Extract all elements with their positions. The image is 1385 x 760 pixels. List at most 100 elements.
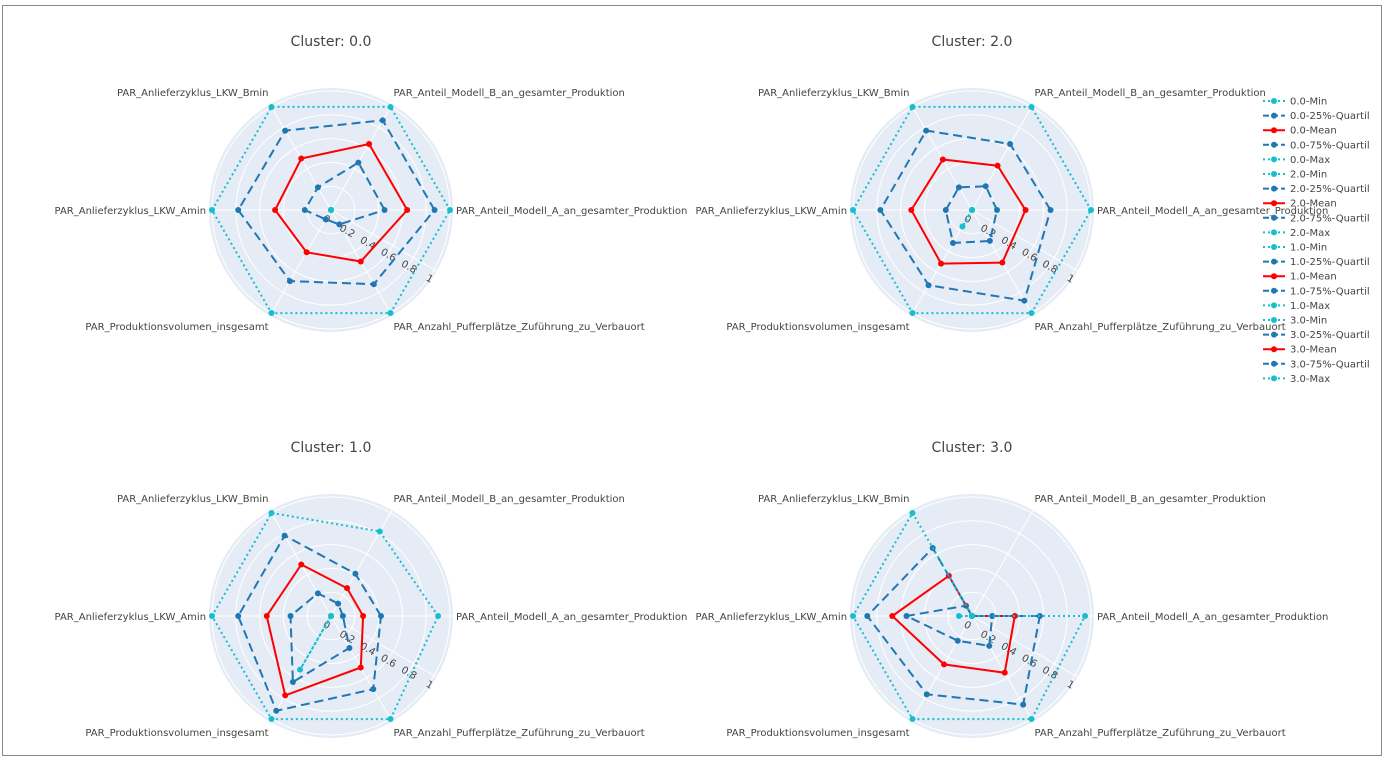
legend-item[interactable]: 2.0-Min xyxy=(1263,170,1327,181)
data-point[interactable] xyxy=(942,207,949,213)
data-point[interactable] xyxy=(1022,207,1029,213)
data-point[interactable] xyxy=(303,249,310,256)
legend-item[interactable]: 1.0-Mean xyxy=(1263,272,1337,283)
data-point[interactable] xyxy=(1028,103,1035,110)
data-point[interactable] xyxy=(370,686,377,693)
data-point[interactable] xyxy=(986,642,993,649)
data-point[interactable] xyxy=(994,162,1001,169)
data-point[interactable] xyxy=(355,159,362,166)
legend-item[interactable]: 2.0-Max xyxy=(1263,228,1330,239)
data-point[interactable] xyxy=(263,613,270,619)
data-point[interactable] xyxy=(850,207,856,213)
data-point[interactable] xyxy=(1082,613,1089,619)
data-point[interactable] xyxy=(282,127,289,134)
legend-item[interactable]: 0.0-25%-Quartil xyxy=(1263,111,1370,122)
data-point[interactable] xyxy=(273,707,280,714)
data-point[interactable] xyxy=(370,281,377,288)
data-point[interactable] xyxy=(954,637,961,644)
data-point[interactable] xyxy=(281,532,288,539)
data-point[interactable] xyxy=(877,207,884,213)
data-point[interactable] xyxy=(209,207,215,213)
data-point[interactable] xyxy=(959,223,966,230)
data-point[interactable] xyxy=(1028,716,1035,723)
data-point[interactable] xyxy=(1088,207,1094,213)
data-point[interactable] xyxy=(297,666,304,673)
data-point[interactable] xyxy=(289,678,296,685)
data-point[interactable] xyxy=(864,613,871,619)
data-point[interactable] xyxy=(268,310,275,317)
data-point[interactable] xyxy=(328,207,334,213)
data-point[interactable] xyxy=(955,613,962,619)
data-point[interactable] xyxy=(404,207,411,213)
data-point[interactable] xyxy=(1020,701,1027,708)
data-point[interactable] xyxy=(301,207,308,213)
data-point[interactable] xyxy=(387,103,394,110)
data-point[interactable] xyxy=(272,207,279,213)
data-point[interactable] xyxy=(949,239,956,246)
legend-item[interactable]: 3.0-25%-Quartil xyxy=(1263,330,1370,341)
legend-item[interactable]: 3.0-75%-Quartil xyxy=(1263,359,1370,370)
data-point[interactable] xyxy=(903,613,910,619)
data-point[interactable] xyxy=(982,183,989,190)
data-point[interactable] xyxy=(298,561,305,568)
data-point[interactable] xyxy=(1007,141,1014,148)
legend-item[interactable]: 1.0-Min xyxy=(1263,243,1327,254)
data-point[interactable] xyxy=(387,716,394,723)
data-point[interactable] xyxy=(387,310,394,317)
data-point[interactable] xyxy=(314,184,321,191)
legend-item[interactable]: 3.0-Mean xyxy=(1263,345,1337,356)
data-point[interactable] xyxy=(376,528,383,535)
data-point[interactable] xyxy=(986,237,993,244)
legend-item[interactable]: 1.0-25%-Quartil xyxy=(1263,257,1370,268)
data-point[interactable] xyxy=(357,258,364,265)
data-point[interactable] xyxy=(435,613,442,619)
legend-item[interactable]: 0.0-Min xyxy=(1263,97,1327,108)
data-point[interactable] xyxy=(941,661,948,668)
data-point[interactable] xyxy=(352,570,359,577)
data-point[interactable] xyxy=(298,155,305,162)
data-point[interactable] xyxy=(268,103,275,110)
data-point[interactable] xyxy=(282,692,289,699)
data-point[interactable] xyxy=(939,156,946,163)
data-point[interactable] xyxy=(938,260,945,267)
legend-item[interactable]: 0.0-Mean xyxy=(1263,126,1337,137)
data-point[interactable] xyxy=(314,590,321,597)
data-point[interactable] xyxy=(322,216,329,223)
data-point[interactable] xyxy=(999,259,1006,266)
data-point[interactable] xyxy=(346,644,353,651)
data-point[interactable] xyxy=(955,184,962,191)
data-point[interactable] xyxy=(235,207,242,213)
data-point[interactable] xyxy=(377,613,384,619)
legend-item[interactable]: 0.0-Max xyxy=(1263,155,1330,166)
legend-item[interactable]: 0.0-75%-Quartil xyxy=(1263,140,1370,151)
legend-item[interactable]: 2.0-Mean xyxy=(1263,199,1337,210)
data-point[interactable] xyxy=(908,207,915,213)
data-point[interactable] xyxy=(889,613,896,619)
data-point[interactable] xyxy=(268,509,275,516)
data-point[interactable] xyxy=(235,613,242,619)
data-point[interactable] xyxy=(286,278,293,285)
legend-item[interactable]: 1.0-Max xyxy=(1263,301,1330,312)
data-point[interactable] xyxy=(357,664,364,671)
data-point[interactable] xyxy=(1028,310,1035,317)
data-point[interactable] xyxy=(379,117,386,124)
data-point[interactable] xyxy=(381,207,388,213)
data-point[interactable] xyxy=(268,716,275,723)
data-point[interactable] xyxy=(909,509,916,516)
data-point[interactable] xyxy=(339,613,346,619)
data-point[interactable] xyxy=(923,127,930,134)
data-point[interactable] xyxy=(447,207,453,213)
data-point[interactable] xyxy=(969,613,975,619)
data-point[interactable] xyxy=(925,282,932,289)
data-point[interactable] xyxy=(969,207,975,213)
legend-item[interactable]: 3.0-Min xyxy=(1263,316,1327,327)
data-point[interactable] xyxy=(344,585,351,592)
data-point[interactable] xyxy=(909,310,916,317)
data-point[interactable] xyxy=(1001,669,1008,676)
data-point[interactable] xyxy=(431,207,438,213)
legend-item[interactable]: 2.0-25%-Quartil xyxy=(1263,184,1370,195)
data-point[interactable] xyxy=(209,613,215,619)
data-point[interactable] xyxy=(366,141,373,148)
data-point[interactable] xyxy=(993,207,1000,213)
data-point[interactable] xyxy=(336,221,343,228)
